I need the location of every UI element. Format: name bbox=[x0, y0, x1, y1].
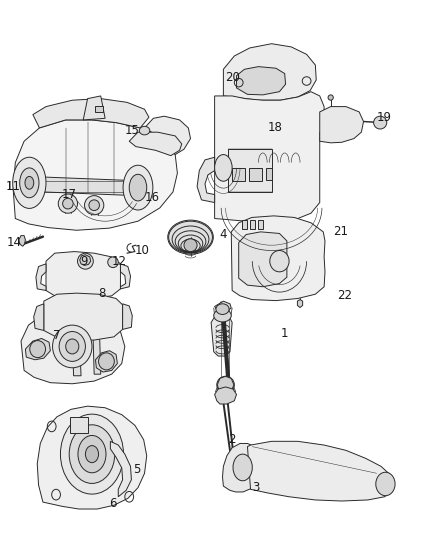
Text: 8: 8 bbox=[99, 287, 106, 300]
Ellipse shape bbox=[69, 425, 115, 483]
Polygon shape bbox=[19, 236, 25, 246]
Polygon shape bbox=[123, 304, 132, 329]
Ellipse shape bbox=[63, 198, 73, 209]
Polygon shape bbox=[211, 313, 232, 356]
Text: 12: 12 bbox=[112, 255, 127, 268]
Polygon shape bbox=[223, 443, 263, 492]
Ellipse shape bbox=[78, 435, 106, 473]
Ellipse shape bbox=[215, 155, 232, 181]
Bar bbox=[249, 168, 262, 181]
Polygon shape bbox=[129, 132, 182, 156]
Ellipse shape bbox=[168, 220, 213, 254]
Polygon shape bbox=[197, 157, 215, 203]
Polygon shape bbox=[215, 92, 324, 221]
Ellipse shape bbox=[99, 353, 114, 370]
Text: 21: 21 bbox=[333, 225, 348, 238]
Polygon shape bbox=[13, 120, 177, 230]
Text: 14: 14 bbox=[7, 236, 21, 249]
Polygon shape bbox=[297, 300, 303, 308]
Polygon shape bbox=[215, 387, 237, 404]
Polygon shape bbox=[231, 216, 325, 301]
Ellipse shape bbox=[374, 116, 387, 129]
Ellipse shape bbox=[129, 174, 147, 201]
Ellipse shape bbox=[108, 257, 118, 268]
Ellipse shape bbox=[59, 332, 85, 361]
Text: 7: 7 bbox=[53, 329, 60, 342]
Text: 9: 9 bbox=[80, 255, 88, 268]
Text: 19: 19 bbox=[377, 111, 392, 124]
Polygon shape bbox=[215, 301, 231, 312]
Text: 10: 10 bbox=[135, 244, 150, 257]
Ellipse shape bbox=[60, 414, 124, 494]
Polygon shape bbox=[247, 441, 394, 501]
Polygon shape bbox=[46, 252, 120, 298]
Text: 2: 2 bbox=[228, 433, 235, 446]
Polygon shape bbox=[145, 116, 191, 155]
Text: 5: 5 bbox=[134, 463, 141, 475]
Ellipse shape bbox=[85, 446, 99, 463]
Text: 22: 22 bbox=[337, 289, 352, 302]
Text: 3: 3 bbox=[252, 481, 259, 494]
Polygon shape bbox=[228, 149, 272, 192]
Ellipse shape bbox=[85, 196, 104, 215]
Polygon shape bbox=[92, 298, 101, 374]
Ellipse shape bbox=[66, 339, 79, 354]
Polygon shape bbox=[34, 304, 44, 330]
Ellipse shape bbox=[214, 309, 231, 322]
Ellipse shape bbox=[233, 454, 252, 481]
Polygon shape bbox=[83, 96, 105, 120]
Bar bbox=[242, 220, 247, 229]
Polygon shape bbox=[71, 298, 81, 376]
Ellipse shape bbox=[53, 325, 92, 368]
Polygon shape bbox=[21, 313, 125, 384]
Ellipse shape bbox=[169, 221, 212, 253]
Ellipse shape bbox=[376, 472, 395, 496]
Bar bbox=[232, 168, 245, 181]
Text: 4: 4 bbox=[219, 228, 226, 241]
Ellipse shape bbox=[30, 341, 46, 358]
Polygon shape bbox=[120, 264, 131, 289]
Polygon shape bbox=[223, 44, 316, 100]
Ellipse shape bbox=[270, 251, 289, 272]
Polygon shape bbox=[42, 177, 149, 196]
Text: 18: 18 bbox=[267, 122, 282, 134]
Bar bbox=[70, 417, 88, 433]
Polygon shape bbox=[320, 107, 364, 143]
Ellipse shape bbox=[20, 168, 39, 198]
Bar bbox=[95, 106, 103, 112]
Polygon shape bbox=[239, 232, 287, 287]
Polygon shape bbox=[44, 293, 123, 340]
Ellipse shape bbox=[123, 165, 153, 210]
Polygon shape bbox=[80, 255, 91, 265]
Ellipse shape bbox=[139, 126, 150, 135]
Ellipse shape bbox=[13, 157, 46, 208]
Polygon shape bbox=[25, 338, 50, 360]
Bar bbox=[266, 168, 272, 180]
Text: 20: 20 bbox=[226, 71, 240, 84]
Ellipse shape bbox=[78, 253, 93, 269]
Ellipse shape bbox=[58, 194, 78, 213]
Polygon shape bbox=[33, 99, 149, 128]
Text: 17: 17 bbox=[61, 188, 76, 201]
Polygon shape bbox=[217, 376, 234, 393]
Polygon shape bbox=[237, 67, 286, 95]
Polygon shape bbox=[95, 351, 117, 372]
Ellipse shape bbox=[89, 200, 99, 211]
Polygon shape bbox=[110, 441, 131, 497]
Bar bbox=[250, 220, 255, 229]
Text: 6: 6 bbox=[110, 497, 117, 510]
Ellipse shape bbox=[216, 304, 229, 314]
Ellipse shape bbox=[25, 176, 34, 189]
Polygon shape bbox=[37, 406, 147, 509]
Text: 1: 1 bbox=[280, 327, 288, 340]
Bar bbox=[258, 220, 263, 229]
Ellipse shape bbox=[184, 239, 197, 252]
Text: 16: 16 bbox=[145, 191, 159, 204]
Polygon shape bbox=[36, 264, 46, 290]
Text: 15: 15 bbox=[125, 124, 140, 137]
Text: 11: 11 bbox=[5, 180, 20, 193]
Ellipse shape bbox=[328, 95, 333, 100]
Ellipse shape bbox=[217, 376, 234, 393]
